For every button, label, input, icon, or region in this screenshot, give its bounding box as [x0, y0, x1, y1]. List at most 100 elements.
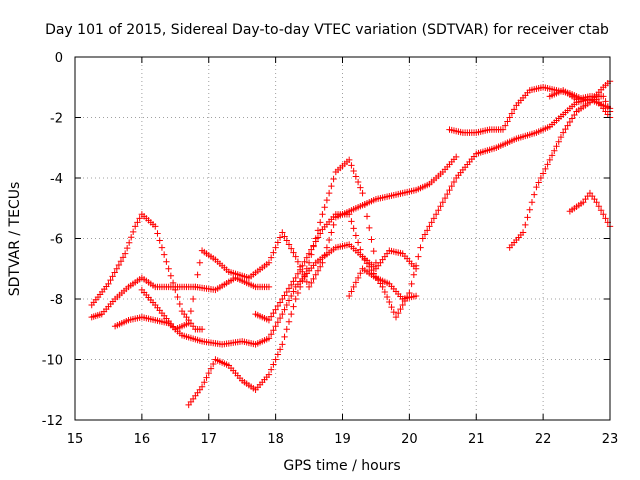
data-point — [127, 234, 135, 241]
data-point — [323, 244, 331, 251]
data-point — [267, 366, 275, 373]
data-point — [274, 351, 282, 358]
data-point — [274, 318, 282, 326]
data-point — [363, 213, 371, 220]
data-point — [348, 218, 355, 225]
y-tick-label: -12 — [42, 414, 63, 429]
data-point — [198, 326, 206, 333]
x-tick-label: 20 — [401, 432, 418, 447]
data-point — [276, 299, 284, 306]
data-point — [345, 211, 353, 218]
data-point — [290, 303, 297, 310]
data-point — [350, 225, 357, 232]
data-point — [272, 306, 279, 313]
data-point — [152, 223, 159, 230]
x-tick-label: 17 — [200, 432, 217, 447]
data-point — [283, 288, 290, 296]
data-point — [526, 206, 533, 213]
data-point — [105, 280, 112, 288]
data-point — [290, 288, 297, 295]
data-point — [283, 237, 290, 244]
data-point — [314, 234, 322, 241]
data-point — [167, 272, 175, 280]
data-point — [299, 262, 306, 269]
data-point — [325, 236, 333, 244]
data-point — [276, 314, 284, 322]
data-point — [308, 246, 315, 253]
data-point — [274, 239, 282, 246]
data-point — [285, 285, 293, 292]
data-point — [345, 292, 353, 300]
data-point — [187, 307, 195, 315]
data-point — [107, 276, 114, 284]
data-point — [303, 254, 311, 261]
data-point — [593, 199, 600, 206]
data-point — [571, 111, 578, 119]
data-point — [281, 292, 288, 299]
data-point — [265, 335, 273, 342]
data-point — [412, 265, 420, 272]
data-point — [285, 318, 293, 325]
data-point — [439, 199, 447, 206]
x-tick-label: 22 — [535, 432, 552, 447]
data-point — [428, 219, 435, 226]
data-point — [174, 293, 181, 301]
data-point — [328, 182, 335, 190]
data-point — [136, 215, 143, 222]
data-point — [201, 378, 208, 386]
series-track-d — [138, 153, 460, 333]
data-point — [388, 303, 395, 311]
data-point — [386, 298, 393, 306]
data-point — [163, 258, 170, 265]
data-point — [499, 126, 507, 133]
series-track-k — [546, 87, 614, 115]
data-point — [557, 133, 565, 141]
data-point — [158, 244, 166, 251]
data-point — [117, 257, 125, 265]
data-point — [354, 178, 362, 186]
data-point — [430, 215, 438, 222]
data-point — [357, 246, 364, 253]
data-point — [345, 156, 353, 164]
data-point — [562, 125, 569, 133]
series-track-g — [345, 265, 420, 303]
data-point — [330, 175, 337, 183]
data-point — [348, 288, 355, 295]
data-point — [397, 305, 404, 313]
data-point — [352, 173, 360, 180]
data-point — [410, 271, 418, 278]
data-point — [281, 233, 288, 240]
data-point — [312, 271, 319, 278]
data-point — [395, 309, 402, 317]
data-point — [272, 356, 279, 363]
data-point — [317, 219, 324, 226]
data-point — [290, 278, 297, 285]
data-point — [502, 122, 509, 129]
data-point — [119, 254, 127, 261]
data-point — [176, 300, 183, 308]
data-point — [196, 259, 204, 266]
data-point — [265, 283, 273, 291]
y-tick-label: -2 — [50, 112, 63, 127]
data-point — [288, 292, 295, 300]
data-point — [109, 273, 116, 280]
data-point — [319, 211, 326, 218]
data-point — [294, 289, 302, 297]
data-point — [310, 275, 317, 283]
data-point — [294, 258, 302, 265]
data-point — [426, 223, 433, 230]
data-point — [283, 326, 290, 333]
data-point — [279, 341, 286, 348]
data-point — [290, 249, 297, 256]
data-point — [125, 239, 133, 246]
data-points — [88, 78, 614, 409]
data-point — [504, 118, 511, 125]
data-point — [551, 147, 558, 154]
data-point — [412, 292, 420, 300]
data-point — [194, 271, 201, 278]
data-point — [559, 129, 567, 136]
series-track-h — [446, 84, 614, 136]
data-point — [165, 265, 172, 272]
x-tick-label: 19 — [334, 432, 351, 447]
